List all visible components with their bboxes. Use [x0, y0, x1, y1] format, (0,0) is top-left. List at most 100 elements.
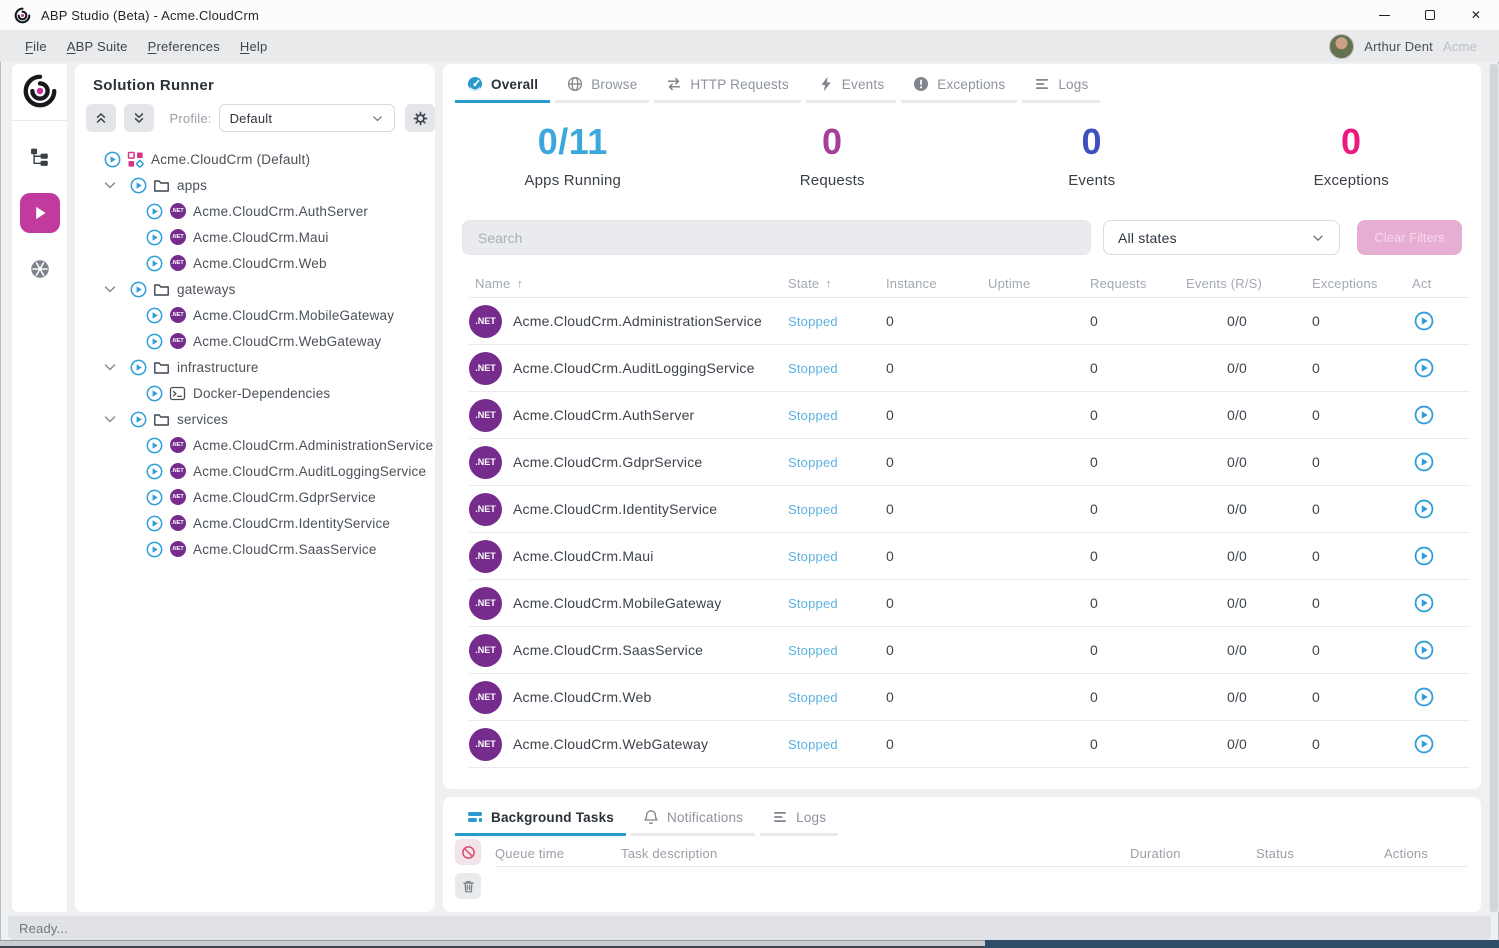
- scrollbar[interactable]: [1489, 64, 1499, 912]
- abp-logo-icon: [14, 7, 31, 24]
- runner-main-panel: Overall Browse HTTP Requests Events Exceptio…: [443, 64, 1481, 789]
- scrollbar-thumb[interactable]: [1490, 64, 1498, 912]
- column-header-exceptions[interactable]: Exceptions: [1312, 276, 1378, 291]
- table-row[interactable]: .NET Acme.CloudCrm.AdministrationService S…: [469, 298, 1470, 345]
- tab-label: HTTP Requests: [690, 76, 789, 92]
- tree-item-acme-cloudcrm-default[interactable]: Acme.CloudCrm (Default): [75, 146, 435, 172]
- service-name: Acme.CloudCrm.WebGateway: [513, 736, 709, 752]
- start-app-button[interactable]: [1414, 546, 1434, 566]
- status-text: Ready...: [19, 920, 69, 936]
- tab-exceptions[interactable]: Exceptions: [901, 66, 1018, 103]
- user-area[interactable]: Arthur Dent Acme: [1329, 33, 1499, 59]
- dotnet-icon: .NET: [169, 541, 186, 558]
- table-row[interactable]: .NET Acme.CloudCrm.IdentityService Stopped…: [469, 486, 1470, 533]
- tree-item-acme-cloudcrm-mobilegateway[interactable]: .NET Acme.CloudCrm.MobileGateway: [75, 302, 435, 328]
- column-header-uptime[interactable]: Uptime: [988, 276, 1031, 291]
- table-row[interactable]: .NET Acme.CloudCrm.AuditLoggingService Sto…: [469, 345, 1470, 392]
- table-row[interactable]: .NET Acme.CloudCrm.MobileGateway Stopped 0 0…: [469, 580, 1470, 627]
- column-header-events-r-s[interactable]: Events (R/S): [1186, 276, 1263, 291]
- start-app-button[interactable]: [1414, 311, 1434, 331]
- column-header-instance[interactable]: Instance: [886, 276, 937, 291]
- column-header-name[interactable]: Name ↑: [475, 276, 524, 291]
- start-app-button[interactable]: [1414, 452, 1434, 472]
- tab-background-tasks[interactable]: Background Tasks: [455, 799, 626, 836]
- tree-item-label: Acme.CloudCrm.MobileGateway: [193, 307, 395, 323]
- play-icon: [146, 307, 163, 324]
- runner-settings-button[interactable]: [405, 104, 435, 132]
- tab-notifications[interactable]: Notifications: [631, 799, 756, 836]
- profile-select[interactable]: Default: [218, 104, 396, 132]
- table-row[interactable]: .NET Acme.CloudCrm.GdprService Stopped 0 0 0/…: [469, 439, 1470, 486]
- tree-item-services[interactable]: services: [75, 406, 435, 432]
- instance-count: 0: [886, 501, 894, 517]
- menu-abp-suite[interactable]: ABP Suite: [66, 38, 128, 54]
- start-app-button[interactable]: [1414, 358, 1434, 378]
- start-app-button[interactable]: [1414, 687, 1434, 707]
- table-body: .NET Acme.CloudCrm.AdministrationService S…: [469, 298, 1470, 768]
- solution-explorer-icon[interactable]: [20, 137, 60, 177]
- close-button[interactable]: ✕: [1470, 8, 1482, 22]
- column-header-state[interactable]: State ↑: [788, 276, 833, 291]
- minimize-button[interactable]: [1361, 0, 1407, 30]
- tree-item-acme-cloudcrm-maui[interactable]: .NET Acme.CloudCrm.Maui: [75, 224, 435, 250]
- start-app-button[interactable]: [1414, 734, 1434, 754]
- tree-item-acme-cloudcrm-saasservice[interactable]: .NET Acme.CloudCrm.SaasService: [75, 536, 435, 562]
- tree-item-acme-cloudcrm-web[interactable]: .NET Acme.CloudCrm.Web: [75, 250, 435, 276]
- tab-overall[interactable]: Overall: [455, 66, 551, 103]
- table-row[interactable]: .NET Acme.CloudCrm.AuthServer Stopped 0 0 0/0…: [469, 392, 1470, 439]
- column-header-act[interactable]: Act: [1412, 276, 1432, 291]
- table-row[interactable]: .NET Acme.CloudCrm.Maui Stopped 0 0 0/0 0: [469, 533, 1470, 580]
- tree-item-acme-cloudcrm-identityservice[interactable]: .NET Acme.CloudCrm.IdentityService: [75, 510, 435, 536]
- expand-all-button[interactable]: [123, 104, 154, 132]
- tree-item-acme-cloudcrm-gdprservice[interactable]: .NET Acme.CloudCrm.GdprService: [75, 484, 435, 510]
- tab-label: Logs: [1058, 76, 1089, 92]
- clear-tasks-button[interactable]: [455, 873, 481, 899]
- tree-item-acme-cloudcrm-webgateway[interactable]: .NET Acme.CloudCrm.WebGateway: [75, 328, 435, 354]
- clear-filters-button[interactable]: Clear Filters: [1357, 220, 1462, 255]
- table-row[interactable]: .NET Acme.CloudCrm.Web Stopped 0 0 0/0 0: [469, 674, 1470, 721]
- tab-http-requests[interactable]: HTTP Requests: [654, 66, 801, 103]
- dotnet-icon: .NET: [469, 304, 502, 338]
- avatar: [1329, 33, 1355, 59]
- tab-logs[interactable]: Logs: [1022, 66, 1101, 103]
- tree-item-infrastructure[interactable]: infrastructure: [75, 354, 435, 380]
- search-input[interactable]: [462, 220, 1091, 255]
- table-row[interactable]: .NET Acme.CloudCrm.WebGateway Stopped 0 0 0/0…: [469, 721, 1470, 768]
- start-app-button[interactable]: [1414, 499, 1434, 519]
- profile-label: Profile:: [169, 110, 212, 126]
- bell-icon: [643, 809, 659, 825]
- tree-item-label: Acme.CloudCrm.AuditLoggingService: [193, 463, 427, 479]
- tree-item-apps[interactable]: apps: [75, 172, 435, 198]
- menu-preferences[interactable]: Preferences: [147, 38, 220, 54]
- tree-item-acme-cloudcrm-auditloggingservice[interactable]: .NET Acme.CloudCrm.AuditLoggingService: [75, 458, 435, 484]
- collapse-all-button[interactable]: [86, 104, 116, 132]
- tree-item-acme-cloudcrm-authserver[interactable]: .NET Acme.CloudCrm.AuthServer: [75, 198, 435, 224]
- tab-browse[interactable]: Browse: [555, 66, 650, 103]
- tree-item-acme-cloudcrm-administrationservice[interactable]: .NET Acme.CloudCrm.AdministrationService: [75, 432, 435, 458]
- cancel-tasks-button[interactable]: [455, 839, 481, 865]
- start-app-button[interactable]: [1414, 405, 1434, 425]
- chevron-down-icon: [1313, 235, 1323, 241]
- solution-runner-icon[interactable]: [19, 193, 60, 233]
- start-app-button[interactable]: [1414, 593, 1434, 613]
- tab-logs[interactable]: Logs: [760, 799, 839, 836]
- column-header-requests[interactable]: Requests: [1090, 276, 1147, 291]
- tasks-column-duration: Duration: [1130, 846, 1181, 861]
- tree-item-docker-dependencies[interactable]: Docker-Dependencies: [75, 380, 435, 406]
- exceptions-count: 0: [1312, 313, 1320, 329]
- maximize-button[interactable]: [1407, 0, 1453, 30]
- menu-file[interactable]: File: [25, 38, 47, 54]
- kubernetes-icon[interactable]: [20, 249, 60, 289]
- tree-item-label: Acme.CloudCrm.Web: [193, 255, 327, 271]
- stack-icon: [467, 809, 483, 825]
- start-app-button[interactable]: [1414, 640, 1434, 660]
- state-filter-select[interactable]: All states: [1103, 220, 1340, 255]
- menu-help[interactable]: Help: [239, 38, 268, 54]
- table-row[interactable]: .NET Acme.CloudCrm.SaasService Stopped 0 0 0/…: [469, 627, 1470, 674]
- state-badge: Stopped: [788, 548, 838, 564]
- play-icon: [146, 463, 163, 480]
- tab-events[interactable]: Events: [805, 66, 897, 103]
- chevron-icon: [102, 177, 118, 193]
- tree-item-gateways[interactable]: gateways: [75, 276, 435, 302]
- chevron-down-icon: [373, 115, 383, 121]
